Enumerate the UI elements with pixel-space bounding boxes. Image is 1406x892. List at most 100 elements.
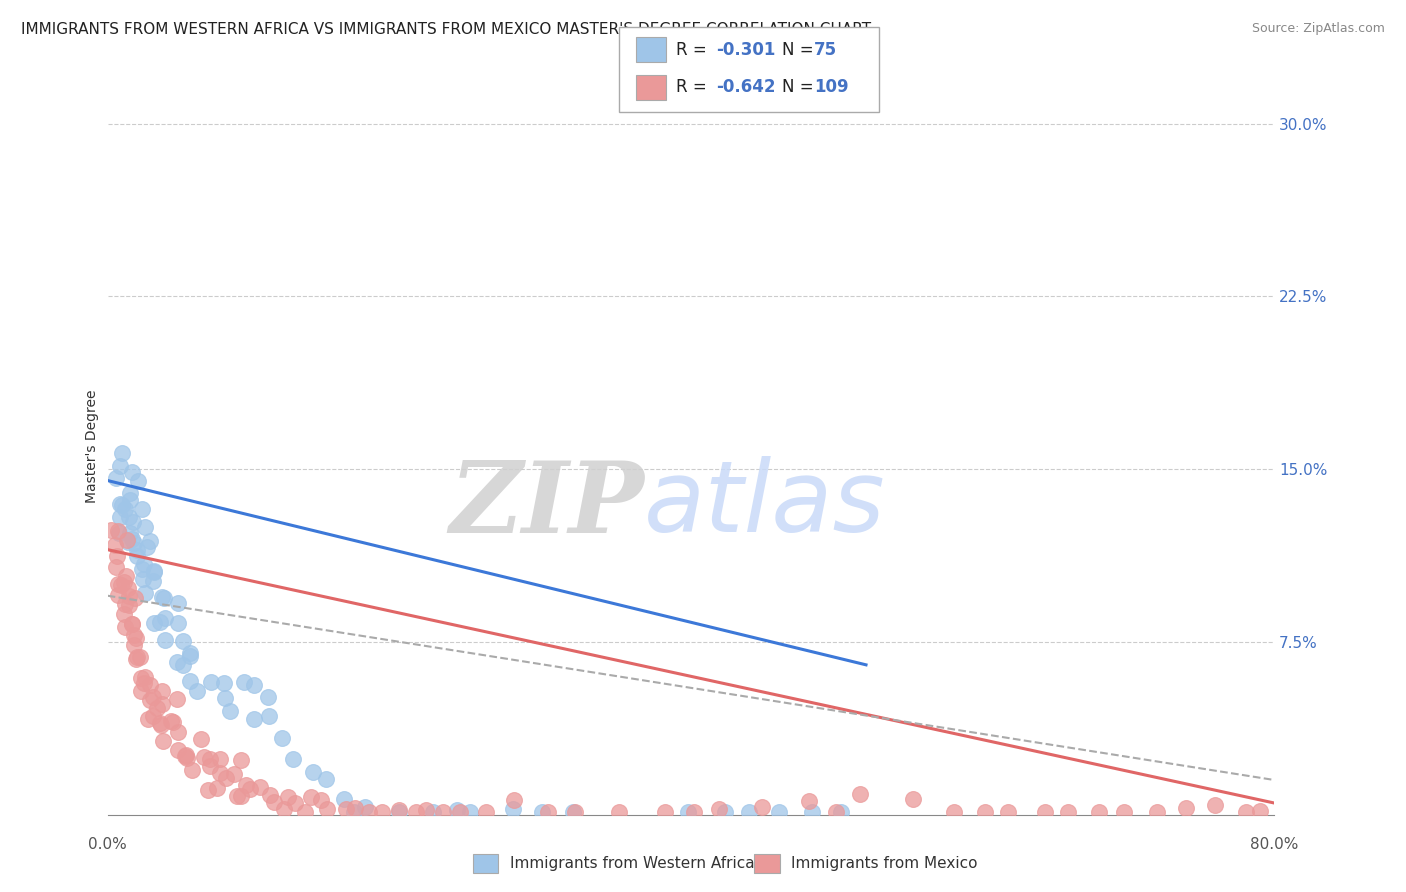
Point (205, 781, 228, 796)
Point (415, 803, 437, 817)
Point (273, 802, 295, 816)
Point (239, 782, 262, 797)
Point (707, 802, 730, 816)
Point (108, 497, 131, 511)
Point (155, 632, 177, 647)
Point (181, 763, 204, 777)
Text: N =: N = (782, 41, 818, 59)
Text: 75: 75 (814, 41, 837, 59)
Point (215, 771, 238, 785)
Point (142, 709, 165, 723)
Point (1114, 805, 1136, 820)
Point (121, 465, 143, 479)
Point (219, 705, 242, 719)
Point (105, 471, 128, 485)
Point (1175, 801, 1198, 815)
Point (654, 805, 676, 820)
Text: 0.0%: 0.0% (89, 837, 127, 852)
Point (222, 767, 245, 781)
Text: N =: N = (782, 78, 818, 96)
Point (316, 802, 339, 816)
Point (531, 805, 554, 820)
Point (343, 805, 366, 820)
Point (235, 778, 257, 792)
Point (115, 533, 138, 547)
Point (112, 607, 135, 622)
Point (149, 718, 172, 732)
Text: -0.642: -0.642 (716, 78, 775, 96)
Point (231, 753, 253, 767)
Point (353, 800, 375, 814)
Point (449, 805, 471, 820)
Point (214, 691, 236, 706)
Point (343, 801, 366, 815)
Point (121, 616, 143, 631)
Point (136, 540, 159, 554)
Point (118, 589, 141, 603)
Point (825, 805, 848, 820)
Point (108, 526, 131, 541)
Point (149, 615, 172, 629)
Point (124, 591, 146, 605)
Point (114, 597, 136, 611)
Point (115, 569, 138, 583)
Point (108, 459, 131, 474)
Point (198, 752, 221, 766)
Point (179, 649, 201, 664)
Point (333, 792, 356, 806)
Point (136, 712, 159, 726)
Y-axis label: Master's Degree: Master's Degree (86, 389, 100, 503)
Point (121, 532, 143, 546)
Point (233, 675, 256, 690)
Point (139, 533, 162, 548)
Point (502, 802, 524, 816)
Point (111, 446, 134, 460)
Point (259, 788, 281, 802)
Point (562, 805, 585, 820)
Point (174, 748, 197, 763)
Point (108, 509, 131, 524)
Point (973, 805, 995, 820)
Point (388, 803, 411, 817)
Point (256, 690, 278, 705)
Point (150, 591, 173, 605)
Point (335, 802, 357, 816)
Point (118, 486, 141, 500)
Point (114, 502, 136, 516)
Point (432, 805, 454, 820)
Point (299, 790, 322, 805)
Point (166, 692, 188, 706)
Point (830, 805, 852, 820)
Point (125, 650, 148, 665)
Point (277, 789, 299, 804)
Point (107, 576, 129, 591)
Point (768, 805, 790, 820)
Point (118, 510, 141, 524)
Point (849, 787, 872, 801)
Point (190, 731, 212, 746)
Point (132, 675, 155, 690)
Point (146, 700, 169, 714)
Point (148, 715, 170, 730)
Point (132, 558, 155, 572)
Point (176, 751, 198, 765)
Point (315, 772, 337, 786)
Point (124, 631, 146, 645)
Point (139, 677, 162, 691)
Point (263, 796, 285, 810)
Point (676, 805, 699, 820)
Point (111, 498, 134, 512)
Point (166, 615, 188, 630)
Point (150, 697, 173, 711)
Text: Immigrants from Mexico: Immigrants from Mexico (790, 856, 977, 871)
Point (110, 578, 132, 592)
Point (1236, 805, 1258, 820)
Text: R =: R = (676, 41, 713, 59)
Point (257, 708, 280, 723)
Point (105, 559, 128, 574)
Point (122, 638, 145, 652)
Point (129, 684, 152, 698)
Point (118, 598, 141, 612)
Point (229, 789, 252, 803)
Point (198, 758, 221, 772)
